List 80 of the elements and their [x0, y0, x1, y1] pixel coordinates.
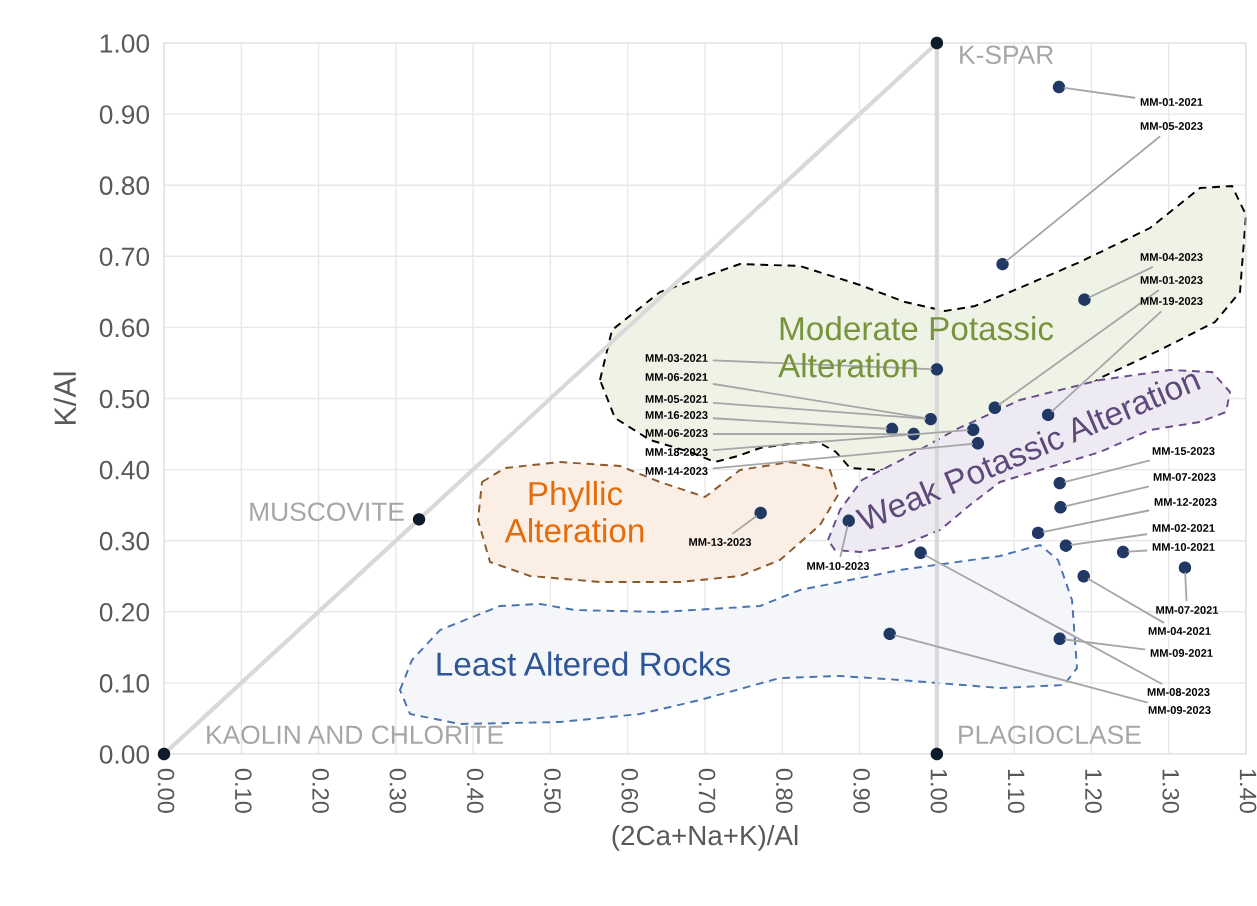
point — [996, 257, 1009, 271]
point — [1053, 632, 1066, 646]
point — [842, 514, 855, 527]
x-tick-label: 0.90 — [853, 768, 870, 813]
x-tick-label: 0.10 — [234, 768, 252, 813]
point — [754, 506, 767, 520]
x-tick-label: 1.30 — [1162, 769, 1180, 813]
x-tick-label: 0.70 — [698, 768, 716, 813]
annotation: K-SPAR — [960, 45, 1054, 65]
annotation: MM-06-2023 — [645, 429, 708, 437]
point — [157, 747, 171, 761]
annotation: Phyllic Alteration — [504, 480, 644, 543]
y-tick-label: 0.80 — [99, 176, 150, 196]
point — [988, 401, 1002, 414]
x-tick-label: 0.30 — [389, 768, 407, 813]
x-tick-label: 0.80 — [775, 768, 793, 813]
annotation: MM-09-2021 — [1150, 649, 1213, 657]
y-tick-label: 0.40 — [99, 460, 150, 480]
annotation: MM-05-2023 — [1140, 122, 1203, 130]
point — [1059, 539, 1073, 552]
point — [930, 363, 944, 376]
annotation: MM-09-2023 — [1148, 706, 1211, 714]
y-tick-label: 1.00 — [100, 34, 150, 53]
x-tick-label: 1.20 — [1085, 769, 1102, 813]
x-tick-label: 1.40 — [1239, 769, 1257, 813]
annotation: MM-05-2021 — [645, 395, 708, 403]
annotation: MM-01-2023 — [1140, 276, 1203, 284]
x-tick-label: 0.50 — [544, 768, 561, 813]
y-tick-label: 0.90 — [99, 105, 150, 124]
annotation: MM-03-2021 — [645, 354, 708, 362]
y-tick-label: 0.70 — [99, 247, 150, 267]
annotation: MM-02-2021 — [1152, 524, 1215, 532]
point — [924, 412, 937, 426]
y-tick-label: 0.00 — [99, 745, 150, 764]
x-tick-label: 0.40 — [466, 768, 484, 813]
annotation: MM-10-2021 — [1152, 543, 1215, 551]
y-tick-label: 0.30 — [99, 531, 150, 551]
annotation: MM-06-2021 — [645, 373, 708, 381]
point — [930, 36, 944, 50]
annotation: MUSCOVITE — [250, 502, 404, 522]
y-tick-label: 0.50 — [99, 389, 150, 409]
point — [883, 627, 896, 641]
annotation: MM-16-2023 — [645, 411, 708, 419]
point — [1052, 80, 1066, 94]
annotation: MM-12-2023 — [1154, 498, 1217, 506]
point — [1031, 526, 1045, 540]
annotation: KAOLIN AND CHLORITE — [207, 725, 504, 745]
point — [1077, 570, 1090, 583]
annotation: MM-04-2021 — [1148, 627, 1211, 635]
annotation: MM-07-2023 — [1153, 473, 1216, 481]
point — [412, 513, 426, 526]
x-axis-title: (2Ca+Na+K)/Al — [612, 824, 798, 851]
y-tick-label: 0.20 — [99, 602, 150, 622]
point — [1178, 561, 1192, 574]
annotation: MM-14-2023 — [645, 467, 708, 475]
x-tick-label: 1.00 — [930, 769, 948, 813]
annotation: Least Altered Rocks — [437, 651, 731, 676]
x-tick-label: 0.20 — [312, 768, 329, 813]
point — [1116, 545, 1130, 559]
x-tick-label: 0.60 — [621, 768, 639, 813]
point — [1041, 408, 1055, 422]
point — [1078, 293, 1091, 306]
annotation: Moderate Potassic Alteration — [778, 315, 1054, 378]
annotation: MM-18-2023 — [645, 448, 708, 456]
annotation: MM-04-2023 — [1140, 253, 1203, 261]
y-axis-title: K/Al — [53, 372, 77, 425]
point — [1054, 501, 1067, 514]
y-tick-label: 0.60 — [99, 318, 150, 338]
annotation: MM-08-2023 — [1147, 688, 1210, 696]
annotation: MM-07-2021 — [1156, 606, 1219, 614]
point — [914, 546, 927, 559]
annotation: MM-01-2021 — [1140, 98, 1203, 106]
annotation: MM-10-2023 — [807, 562, 870, 570]
x-tick-label: 1.10 — [1007, 769, 1025, 813]
annotation: MM-13-2023 — [689, 538, 752, 546]
point — [930, 747, 944, 761]
annotation: MM-15-2023 — [1152, 447, 1215, 455]
annotation: MM-19-2023 — [1140, 297, 1203, 305]
y-tick-label: 0.10 — [99, 674, 150, 693]
annotation: PLAGIOCLASE — [959, 725, 1141, 745]
